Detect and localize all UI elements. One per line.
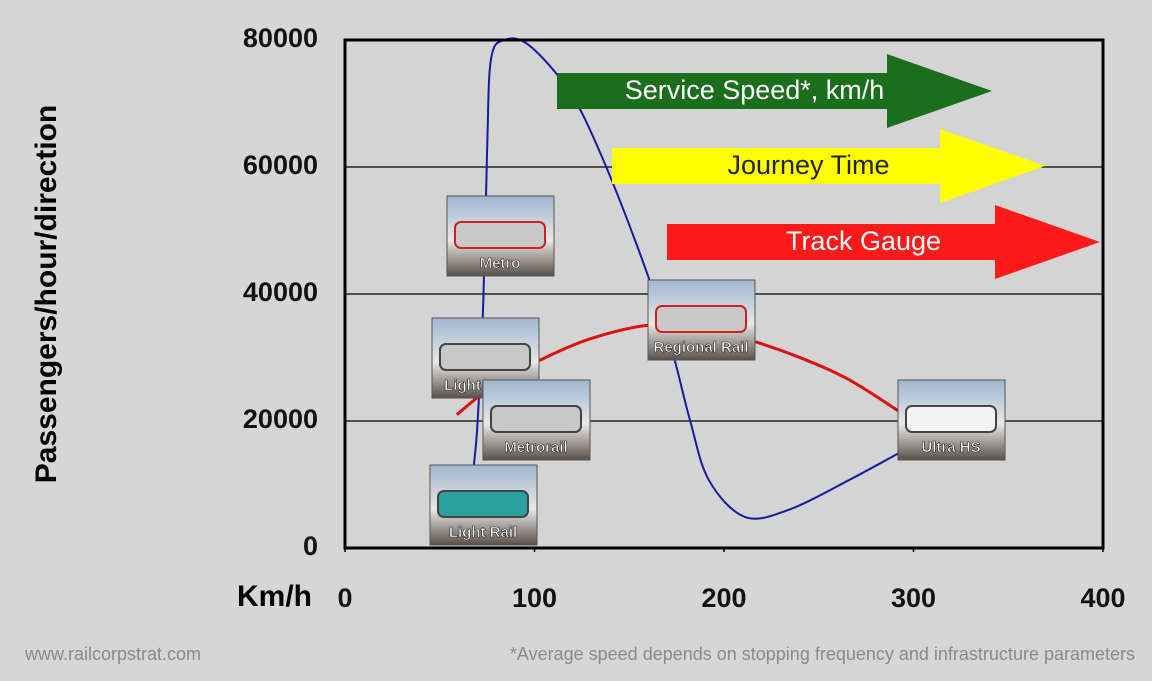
x-tick-label: 200 [701, 583, 746, 613]
footer-left: www.railcorpstrat.com [24, 644, 201, 664]
train-body [439, 343, 531, 371]
image-label: Regional Rail [653, 339, 748, 356]
plot-border [343, 38, 1105, 550]
arrow [557, 54, 992, 128]
y-tick-label: 40000 [243, 277, 318, 307]
x-tick-label: 100 [512, 583, 557, 613]
x-tick-label: 400 [1080, 583, 1125, 613]
image-label: Ultra HS [921, 439, 980, 456]
arrow-label: Track Gauge [786, 226, 941, 256]
train-body [490, 405, 582, 433]
image-label: Metro [480, 255, 521, 272]
arrow-label: Journey Time [727, 150, 889, 180]
y-tick-label: 60000 [243, 150, 318, 180]
y-axis-label: Passengers/hour/direction [30, 105, 63, 483]
train-body [905, 405, 997, 433]
arrow [612, 129, 1045, 203]
x-axis-label: Km/h [237, 580, 312, 613]
arrow-label: Service Speed*, km/h [625, 75, 885, 105]
x-tick-label: 300 [891, 583, 936, 613]
train-body [655, 305, 747, 333]
train-body [454, 221, 546, 249]
image-label: Light Rail [449, 524, 517, 541]
footer-right: *Average speed depends on stopping frequ… [510, 644, 1135, 664]
arrow [667, 205, 1100, 279]
y-tick-label: 80000 [243, 23, 318, 53]
y-tick-label: 0 [303, 531, 318, 561]
y-tick-label: 20000 [243, 404, 318, 434]
x-tick-label: 0 [337, 583, 352, 613]
image-label: Metrorail [504, 439, 567, 456]
train-body [437, 490, 529, 518]
